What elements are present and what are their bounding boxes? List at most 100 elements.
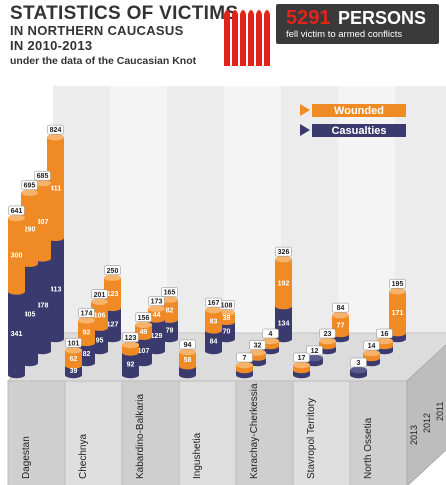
total-value: 173 (151, 299, 163, 306)
bullet-body (240, 22, 246, 66)
bar-top-cap (363, 349, 380, 357)
bar-top-cap (135, 321, 152, 328)
total-value: 12 (311, 348, 319, 355)
bar-casualties (218, 321, 235, 339)
total-label: 16 (376, 328, 393, 339)
total-number: 5291 (286, 7, 331, 29)
casualties-value: 92 (127, 362, 135, 369)
category-cell (64, 380, 123, 485)
total-label: 123 (122, 332, 139, 343)
bar-wounded-bottom (8, 288, 25, 295)
bar-wounded (104, 277, 121, 308)
wounded-value: 300 (11, 253, 23, 260)
bar-wounded-bottom (275, 302, 292, 310)
bar-casualties-base (293, 371, 310, 379)
total-value: 695 (24, 183, 36, 190)
bar-wounded (148, 308, 165, 320)
bar-top-cap (236, 361, 253, 369)
bar-casualties-base (389, 335, 406, 343)
wounded-value: 82 (166, 308, 174, 315)
wounded-value: 290 (24, 226, 36, 233)
legend-label: Casualties (331, 125, 386, 137)
bar-casualties-base (306, 359, 323, 367)
bar-casualties-base (8, 371, 25, 379)
casualties-value: 82 (83, 351, 91, 358)
bullet-body (232, 22, 238, 66)
total-value: 174 (81, 310, 93, 317)
bar-top-cap (8, 214, 25, 222)
total-value: 123 (125, 335, 137, 342)
total-value: 84 (337, 305, 345, 312)
total-label: 201 (91, 289, 108, 300)
wounded-value: 192 (278, 281, 290, 288)
year-label: 2011 (435, 402, 445, 421)
total-label: 641 (8, 205, 25, 216)
bar-top-cap (249, 349, 266, 356)
bar-wounded (34, 183, 51, 259)
bar-top-cap (78, 317, 95, 324)
total-value: 156 (138, 315, 150, 322)
total-label: 23 (319, 328, 336, 339)
bar-wounded-bottom (332, 330, 349, 338)
year-label: 2012 (422, 413, 432, 433)
bar-top-cap (161, 296, 178, 303)
casualties-value: 134 (278, 321, 290, 328)
bar-wounded (8, 217, 25, 292)
bar-wounded-bottom (47, 234, 64, 242)
category-label: Stavropol Territory (306, 398, 317, 479)
bar-casualties (34, 258, 51, 351)
wounded-value: 49 (140, 329, 148, 336)
bar-casualties-base (104, 335, 121, 343)
total-value: 23 (324, 331, 332, 338)
bullet-tip (240, 10, 246, 22)
bar-wounded-bottom (122, 349, 139, 356)
bar-casualties-base (319, 347, 336, 355)
total-value: 195 (392, 281, 404, 288)
total-label: 174 (78, 308, 95, 318)
title-line-2: IN NORTHERN CAUCASUS (10, 23, 184, 38)
bullet-body (256, 22, 262, 66)
total-value: 165 (164, 290, 176, 297)
bar-wounded-bottom (91, 324, 108, 331)
bar-wounded (275, 259, 292, 307)
wounded-value: 411 (50, 185, 61, 192)
bar-wounded (218, 312, 235, 322)
bar-casualties-base (91, 347, 108, 355)
wounded-value: 307 (37, 219, 49, 226)
legend-swatch (312, 124, 406, 137)
bar-casualties (148, 319, 165, 351)
total-subtitle: fell victim to armed conflicts (286, 29, 403, 40)
total-value: 101 (68, 340, 80, 347)
bar-casualties (161, 319, 178, 339)
total-label: 824 (47, 124, 64, 135)
total-value: 685 (37, 173, 49, 180)
bar-casualties (135, 336, 152, 363)
bar-casualties-base (205, 347, 222, 355)
bar-casualties (91, 327, 108, 351)
bar-casualties-base (275, 335, 292, 343)
bar-wounded-bottom (104, 304, 121, 312)
total-label: 17 (293, 352, 310, 363)
wounded-value: 77 (337, 323, 345, 330)
casualties-value: 405 (24, 311, 36, 318)
bar-wounded (179, 351, 196, 367)
bar-wounded-bottom (319, 342, 336, 350)
bar-wounded-bottom (135, 333, 152, 340)
total-label: 32 (249, 340, 266, 350)
total-label: 167 (205, 297, 222, 308)
bar-wounded (47, 137, 64, 238)
wounded-value: 44 (153, 312, 161, 319)
bar-casualties-base (363, 359, 380, 367)
bar-wounded-bottom (21, 260, 38, 267)
bar-wounded-bottom (249, 354, 266, 361)
bar-wounded (122, 344, 139, 353)
casualties-value: 129 (151, 333, 163, 340)
total-value: 94 (184, 342, 192, 349)
bar-casualties-base (161, 335, 178, 343)
bar-top-cap (218, 309, 235, 316)
total-value: 824 (50, 127, 62, 134)
legend-label: Wounded (334, 105, 384, 117)
wounded-value: 171 (392, 310, 404, 317)
bar-casualties-base (179, 371, 196, 379)
